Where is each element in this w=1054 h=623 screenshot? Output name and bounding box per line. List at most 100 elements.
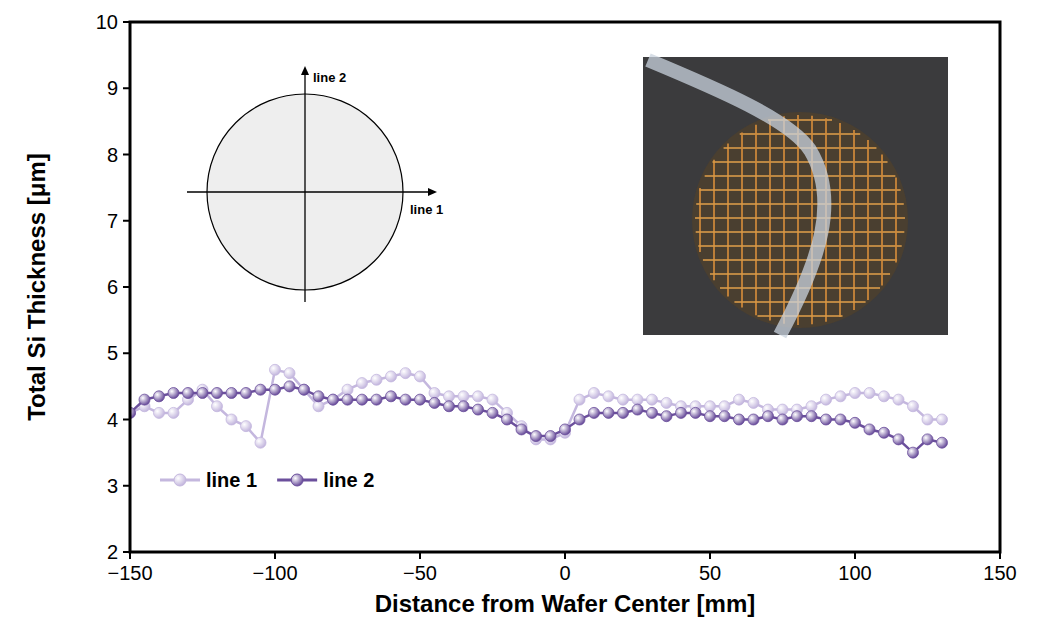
point [400, 368, 411, 379]
x-tick-label: 150 [983, 562, 1016, 584]
y-tick-label: 8 [107, 144, 118, 166]
y-tick-label: 7 [107, 210, 118, 232]
point [632, 404, 643, 415]
point [154, 391, 165, 402]
photo-line [755, 125, 757, 316]
point [516, 424, 527, 435]
photo-line [695, 217, 905, 219]
point [835, 414, 846, 425]
photo-line [853, 130, 855, 310]
point [879, 391, 890, 402]
point [197, 388, 208, 399]
point [676, 407, 687, 418]
legend: line 1line 2 [160, 469, 374, 491]
y-tick-label: 5 [107, 342, 118, 364]
point [241, 388, 252, 399]
point [850, 388, 861, 399]
point [255, 384, 266, 395]
wafer-inset: line 2 line 1 [187, 66, 443, 302]
point [632, 394, 643, 405]
point [226, 388, 237, 399]
x-tick-label: 50 [699, 562, 721, 584]
point [183, 388, 194, 399]
point [502, 414, 513, 425]
point [415, 394, 426, 405]
photo-line [696, 203, 904, 205]
point [531, 431, 542, 442]
point [792, 411, 803, 422]
arrow [428, 188, 437, 196]
point [226, 414, 237, 425]
point [647, 407, 658, 418]
point [212, 401, 223, 412]
point [342, 394, 353, 405]
point [371, 394, 382, 405]
point [661, 411, 672, 422]
photo-line [710, 273, 890, 275]
point [400, 394, 411, 405]
photo-line [712, 161, 887, 163]
y-tick-label: 2 [107, 541, 118, 563]
y-tick-label: 3 [107, 475, 118, 497]
point [473, 404, 484, 415]
point [821, 394, 832, 405]
point [270, 384, 281, 395]
photo-line [895, 177, 897, 262]
photo-line [881, 154, 883, 285]
point [835, 391, 846, 402]
point [777, 404, 788, 415]
point [371, 374, 382, 385]
x-tick-label: 100 [838, 562, 871, 584]
photo-line [713, 160, 715, 280]
point [806, 401, 817, 412]
point [487, 394, 498, 405]
point [589, 407, 600, 418]
point [806, 411, 817, 422]
point [908, 401, 919, 412]
point [386, 371, 397, 382]
annotation: line 1 [410, 202, 443, 217]
point [168, 407, 179, 418]
point [734, 414, 745, 425]
point [603, 407, 614, 418]
point [893, 434, 904, 445]
point [357, 394, 368, 405]
annotation: line 2 [313, 70, 346, 85]
point [574, 394, 585, 405]
arrow [301, 66, 309, 75]
point [357, 378, 368, 389]
point [313, 391, 324, 402]
point [705, 411, 716, 422]
legend-marker [174, 474, 186, 486]
point [212, 388, 223, 399]
chart: −150−100−500501001502345678910Distance f… [0, 0, 1054, 623]
point [560, 424, 571, 435]
point [255, 437, 266, 448]
data [130, 364, 948, 458]
photo-line [741, 132, 743, 307]
x-tick-label: 0 [559, 562, 570, 584]
point [777, 414, 788, 425]
y-tick-label: 6 [107, 276, 118, 298]
point [284, 381, 295, 392]
axis-line-1 [187, 191, 430, 192]
point [574, 414, 585, 425]
photo-line [699, 189, 900, 191]
y-axis-title: Total Si Thickness [μm] [23, 153, 50, 421]
photo-inset [643, 57, 948, 335]
point [937, 414, 948, 425]
point [473, 391, 484, 402]
photo-line [867, 140, 869, 300]
y-tick-label: 10 [96, 11, 118, 33]
point [618, 394, 629, 405]
photo-reflection [648, 60, 824, 335]
legend-label: line 1 [206, 469, 257, 491]
series-line [130, 370, 942, 443]
series-line [130, 386, 942, 452]
point [429, 397, 440, 408]
x-axis-title: Distance from Wafer Center [mm] [375, 590, 756, 617]
point [458, 391, 469, 402]
point [284, 368, 295, 379]
point [748, 397, 759, 408]
point [139, 394, 150, 405]
